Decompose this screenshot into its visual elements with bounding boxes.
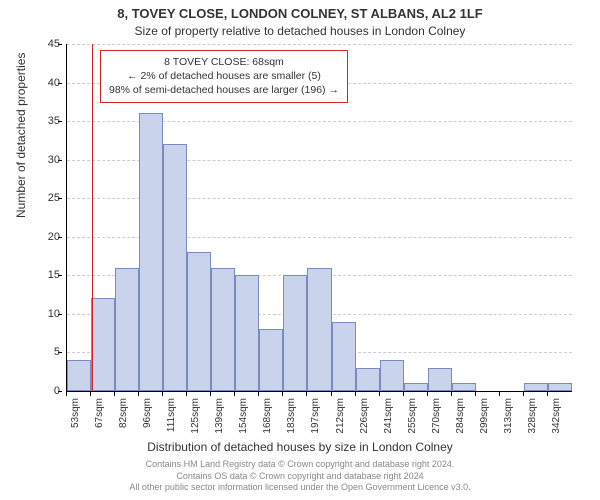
x-tick-label: 299sqm bbox=[479, 398, 490, 434]
y-tick-label: 40 bbox=[30, 77, 60, 89]
x-tick bbox=[234, 392, 235, 396]
histogram-bar bbox=[356, 368, 380, 391]
x-tick-label: 284sqm bbox=[455, 398, 466, 434]
footer-line: All other public sector information lice… bbox=[0, 482, 600, 494]
x-tick bbox=[427, 392, 428, 396]
property-marker-line bbox=[92, 44, 93, 391]
x-tick bbox=[451, 392, 452, 396]
y-axis-title: Number of detached properties bbox=[14, 53, 28, 218]
histogram-bar bbox=[307, 268, 331, 391]
y-tick-label: 35 bbox=[30, 115, 60, 127]
x-tick-label: 96sqm bbox=[142, 398, 153, 428]
x-tick-label: 342sqm bbox=[551, 398, 562, 434]
annotation-line: 8 TOVEY CLOSE: 68sqm bbox=[109, 55, 339, 69]
histogram-bar bbox=[67, 360, 91, 391]
x-tick bbox=[114, 392, 115, 396]
x-tick-label: 53sqm bbox=[70, 398, 81, 428]
chart-footer: Contains HM Land Registry data © Crown c… bbox=[0, 459, 600, 494]
x-tick bbox=[523, 392, 524, 396]
y-tick-label: 25 bbox=[30, 192, 60, 204]
histogram-bar bbox=[139, 113, 163, 391]
y-tick-label: 20 bbox=[30, 231, 60, 243]
x-tick bbox=[282, 392, 283, 396]
y-tick-label: 30 bbox=[30, 154, 60, 166]
x-tick-label: 154sqm bbox=[238, 398, 249, 434]
x-tick-label: 328sqm bbox=[527, 398, 538, 434]
x-tick bbox=[475, 392, 476, 396]
x-tick bbox=[162, 392, 163, 396]
x-tick bbox=[306, 392, 307, 396]
histogram-bar bbox=[452, 383, 476, 391]
x-tick-label: 212sqm bbox=[335, 398, 346, 434]
histogram-bar bbox=[259, 329, 283, 391]
x-tick-label: 125sqm bbox=[190, 398, 201, 434]
x-tick bbox=[210, 392, 211, 396]
x-axis-title: Distribution of detached houses by size … bbox=[0, 440, 600, 454]
x-tick-label: 241sqm bbox=[383, 398, 394, 434]
x-tick-label: 82sqm bbox=[118, 398, 129, 428]
footer-line: Contains HM Land Registry data © Crown c… bbox=[0, 459, 600, 471]
x-tick bbox=[403, 392, 404, 396]
y-tick-label: 15 bbox=[30, 269, 60, 281]
histogram-bar bbox=[548, 383, 572, 391]
x-tick-label: 139sqm bbox=[214, 398, 225, 434]
histogram-bar bbox=[283, 275, 307, 391]
x-tick bbox=[355, 392, 356, 396]
x-tick-label: 226sqm bbox=[359, 398, 370, 434]
y-tick-label: 0 bbox=[30, 385, 60, 397]
histogram-bar bbox=[163, 144, 187, 391]
x-tick bbox=[499, 392, 500, 396]
histogram-bar bbox=[235, 275, 259, 391]
y-tick-label: 10 bbox=[30, 308, 60, 320]
annotation-line: 98% of semi-detached houses are larger (… bbox=[109, 83, 339, 97]
x-tick bbox=[186, 392, 187, 396]
histogram-bar bbox=[211, 268, 235, 391]
histogram-bar bbox=[187, 252, 211, 391]
histogram-bar bbox=[428, 368, 452, 391]
x-tick-label: 313sqm bbox=[503, 398, 514, 434]
footer-line: Contains OS data © Crown copyright and d… bbox=[0, 471, 600, 483]
x-tick-label: 111sqm bbox=[166, 398, 177, 432]
annotation-line: ← 2% of detached houses are smaller (5) bbox=[109, 69, 339, 83]
histogram-bar bbox=[380, 360, 404, 391]
y-tick-label: 45 bbox=[30, 38, 60, 50]
x-tick bbox=[331, 392, 332, 396]
gridline bbox=[67, 44, 572, 45]
x-tick bbox=[258, 392, 259, 396]
x-tick bbox=[547, 392, 548, 396]
histogram-bar bbox=[91, 298, 115, 391]
y-tick-label: 5 bbox=[30, 346, 60, 358]
chart-title-sub: Size of property relative to detached ho… bbox=[0, 24, 600, 38]
x-tick-label: 270sqm bbox=[431, 398, 442, 434]
x-tick-label: 67sqm bbox=[94, 398, 105, 428]
histogram-bar bbox=[524, 383, 548, 391]
property-annotation: 8 TOVEY CLOSE: 68sqm← 2% of detached hou… bbox=[100, 50, 348, 103]
histogram-bar bbox=[404, 383, 428, 391]
x-tick bbox=[138, 392, 139, 396]
histogram-bar bbox=[332, 322, 356, 391]
x-tick bbox=[90, 392, 91, 396]
histogram-bar bbox=[115, 268, 139, 391]
x-tick-label: 168sqm bbox=[262, 398, 273, 434]
x-tick-label: 197sqm bbox=[310, 398, 321, 434]
x-tick bbox=[66, 392, 67, 396]
x-tick-label: 183sqm bbox=[286, 398, 297, 434]
chart-title-main: 8, TOVEY CLOSE, LONDON COLNEY, ST ALBANS… bbox=[0, 6, 600, 21]
x-tick-label: 255sqm bbox=[407, 398, 418, 434]
x-tick bbox=[379, 392, 380, 396]
